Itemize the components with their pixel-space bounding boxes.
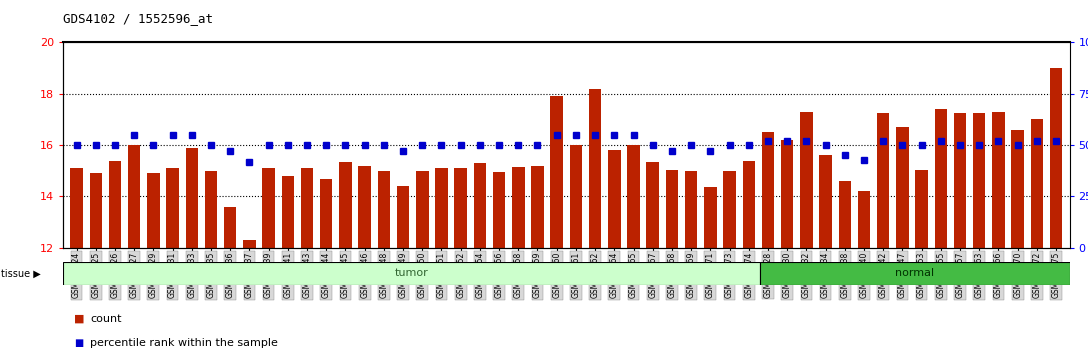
Bar xyxy=(397,186,409,248)
Bar xyxy=(512,167,524,248)
Text: ■: ■ xyxy=(74,314,85,324)
Bar xyxy=(819,155,832,248)
Bar xyxy=(1030,120,1043,248)
Bar xyxy=(685,171,697,248)
Bar xyxy=(300,168,313,248)
Text: tissue ▶: tissue ▶ xyxy=(1,268,41,278)
Bar xyxy=(973,113,986,248)
Bar xyxy=(628,145,640,248)
Bar xyxy=(992,112,1004,248)
Bar xyxy=(762,132,775,248)
Bar xyxy=(608,150,620,248)
Bar xyxy=(781,140,793,248)
Bar xyxy=(320,178,333,248)
Bar xyxy=(455,168,467,248)
Bar xyxy=(857,192,870,248)
Bar xyxy=(166,168,178,248)
Bar xyxy=(742,161,755,248)
Bar xyxy=(435,168,447,248)
Bar xyxy=(243,240,256,248)
Bar xyxy=(224,207,236,248)
Bar xyxy=(935,109,947,248)
Bar xyxy=(89,173,102,248)
Bar xyxy=(378,171,391,248)
Bar xyxy=(551,96,562,248)
Bar xyxy=(724,171,735,248)
Bar xyxy=(839,181,851,248)
Bar xyxy=(570,145,582,248)
Bar xyxy=(646,162,659,248)
Bar xyxy=(531,166,544,248)
Bar xyxy=(1050,68,1062,248)
Bar xyxy=(416,171,429,248)
Bar xyxy=(71,168,83,248)
Bar xyxy=(759,262,1070,285)
Bar xyxy=(1012,130,1024,248)
Text: GDS4102 / 1552596_at: GDS4102 / 1552596_at xyxy=(63,12,213,25)
Bar xyxy=(205,171,218,248)
Bar xyxy=(358,166,371,248)
Bar xyxy=(800,112,813,248)
Text: percentile rank within the sample: percentile rank within the sample xyxy=(90,338,279,348)
Bar xyxy=(339,162,351,248)
Text: normal: normal xyxy=(895,268,935,279)
Bar xyxy=(666,170,678,248)
Bar xyxy=(262,168,275,248)
Bar xyxy=(473,163,486,248)
Bar xyxy=(915,170,928,248)
Bar xyxy=(877,113,890,248)
Bar xyxy=(282,176,294,248)
Bar xyxy=(704,188,717,248)
Text: tumor: tumor xyxy=(395,268,429,279)
Text: count: count xyxy=(90,314,122,324)
Bar xyxy=(897,127,908,248)
Bar xyxy=(63,262,759,285)
Bar xyxy=(109,161,121,248)
Bar xyxy=(589,89,602,248)
Bar xyxy=(954,113,966,248)
Bar xyxy=(186,148,198,248)
Text: ■: ■ xyxy=(74,338,84,348)
Bar xyxy=(128,145,140,248)
Bar xyxy=(147,173,160,248)
Bar xyxy=(493,172,505,248)
